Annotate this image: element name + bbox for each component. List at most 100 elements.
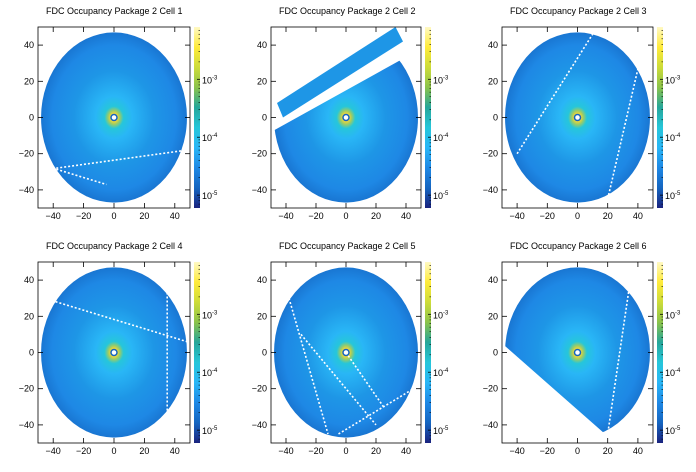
heatmap-area bbox=[505, 32, 650, 203]
y-tick-label: 40 bbox=[24, 40, 34, 50]
y-tick-label: 40 bbox=[257, 275, 267, 285]
inactive-region bbox=[502, 343, 616, 443]
colorbar-tick-label: 10-3 bbox=[433, 75, 449, 85]
heatmap-area bbox=[41, 267, 188, 438]
heatmap-area bbox=[502, 267, 650, 443]
x-tick-label: −40 bbox=[46, 211, 61, 221]
x-tick-label: 0 bbox=[343, 211, 348, 221]
x-tick-label: 0 bbox=[575, 446, 580, 456]
x-tick-label: 20 bbox=[603, 211, 613, 221]
x-tick-label: 0 bbox=[111, 211, 116, 221]
chart-title: FDC Occupancy Package 2 Cell 5 bbox=[279, 241, 416, 251]
y-tick-label: 40 bbox=[257, 40, 267, 50]
heatmap-area bbox=[274, 267, 418, 438]
y-tick-label: 20 bbox=[257, 311, 267, 321]
y-tick-label: 20 bbox=[488, 311, 498, 321]
y-tick-label: 0 bbox=[29, 113, 34, 123]
heatmap-area bbox=[271, 27, 421, 203]
y-tick-label: 40 bbox=[24, 275, 34, 285]
x-tick-label: 0 bbox=[575, 211, 580, 221]
panel-4: −40 −20 0 20 40 −40 −20 0 20 40 FDC Occupancy Pack… bbox=[19, 241, 218, 456]
y-tick-label: 0 bbox=[493, 348, 498, 358]
y-tick-label: 0 bbox=[29, 348, 34, 358]
x-tick-label: 20 bbox=[371, 446, 381, 456]
beam-hole bbox=[342, 348, 350, 357]
y-tick-label: 0 bbox=[262, 113, 267, 123]
x-tick-label: −20 bbox=[540, 211, 555, 221]
colorbar-tick-label: 10-4 bbox=[433, 368, 449, 378]
colorbar-tick-label: 10-3 bbox=[665, 75, 681, 85]
y-tick-label: −40 bbox=[252, 185, 267, 195]
heatmap-area bbox=[40, 32, 188, 203]
panel-5: −40 −20 0 20 40 −40 −20 0 20 40 FDC Occupancy Pack… bbox=[252, 241, 449, 456]
colorbar-tick-label: 10-5 bbox=[202, 426, 218, 436]
y-tick-label: −20 bbox=[19, 384, 34, 394]
colorbar-tick-label: 10-5 bbox=[433, 191, 449, 201]
colorbar-tick-label: 10-3 bbox=[665, 310, 681, 320]
inactive-region bbox=[271, 27, 421, 136]
x-tick-label: 20 bbox=[139, 211, 149, 221]
y-tick-label: 0 bbox=[493, 113, 498, 123]
y-tick-label: 20 bbox=[488, 76, 498, 86]
y-tick-label: −40 bbox=[483, 420, 498, 430]
colorbar-tick-label: 10-5 bbox=[665, 191, 681, 201]
colorbar bbox=[657, 262, 663, 443]
y-tick-label: 20 bbox=[257, 76, 267, 86]
y-tick-label: −40 bbox=[483, 185, 498, 195]
dead-wire-line bbox=[345, 352, 385, 408]
y-tick-label: −20 bbox=[483, 149, 498, 159]
x-tick-label: 40 bbox=[401, 446, 411, 456]
x-tick-label: −20 bbox=[76, 211, 91, 221]
beam-hole bbox=[573, 113, 582, 122]
y-tick-label: −40 bbox=[19, 420, 34, 430]
colorbar-tick-label: 10-4 bbox=[433, 133, 449, 143]
colorbar bbox=[425, 27, 431, 208]
chart-title: FDC Occupancy Package 2 Cell 6 bbox=[510, 241, 647, 251]
x-tick-label: 40 bbox=[401, 211, 411, 221]
beam-hole bbox=[110, 113, 118, 122]
x-tick-label: −20 bbox=[308, 446, 323, 456]
panel-6: −40 −20 0 20 40 −40 −20 0 20 40 FDC Occupancy Pack… bbox=[483, 241, 681, 456]
dead-wire-line bbox=[606, 55, 642, 200]
x-tick-label: −20 bbox=[76, 446, 91, 456]
dead-wire-line bbox=[43, 297, 188, 343]
panel-3: −40 −20 0 20 40 −40 −20 0 20 40 FDC Occupancy Pack… bbox=[483, 6, 681, 221]
occupancy-strip bbox=[277, 27, 403, 118]
x-tick-label: 20 bbox=[603, 446, 613, 456]
colorbar-tick-label: 10-4 bbox=[665, 368, 681, 378]
y-tick-label: −40 bbox=[252, 420, 267, 430]
colorbar-tick-label: 10-5 bbox=[665, 426, 681, 436]
chart-title: FDC Occupancy Package 2 Cell 1 bbox=[46, 6, 183, 16]
colorbar bbox=[194, 27, 200, 208]
x-tick-label: 40 bbox=[170, 446, 180, 456]
x-tick-label: −40 bbox=[278, 211, 293, 221]
beam-hole bbox=[573, 348, 582, 357]
colorbar-tick-label: 10-4 bbox=[202, 368, 218, 378]
colorbar-tick-label: 10-3 bbox=[202, 310, 218, 320]
dead-wire-line bbox=[40, 163, 107, 186]
colorbar-tick-label: 10-3 bbox=[433, 310, 449, 320]
x-tick-label: 0 bbox=[343, 446, 348, 456]
x-tick-label: 0 bbox=[111, 446, 116, 456]
chart-title: FDC Occupancy Package 2 Cell 3 bbox=[510, 6, 647, 16]
y-tick-label: −20 bbox=[252, 384, 267, 394]
colorbar bbox=[194, 262, 200, 443]
x-tick-label: 20 bbox=[139, 446, 149, 456]
y-tick-label: −20 bbox=[483, 384, 498, 394]
dead-wire-line bbox=[56, 149, 188, 169]
colorbar-tick-label: 10-5 bbox=[433, 426, 449, 436]
colorbar-tick-label: 10-5 bbox=[202, 191, 218, 201]
colorbar-tick-label: 10-4 bbox=[665, 133, 681, 143]
y-tick-label: 0 bbox=[262, 348, 267, 358]
panel-2: −40 −20 0 20 40 −40 −20 0 20 40 FDC Occupancy Pack… bbox=[252, 6, 449, 221]
dead-wire-line bbox=[300, 333, 377, 426]
x-tick-label: −40 bbox=[509, 211, 524, 221]
y-tick-label: −20 bbox=[19, 149, 34, 159]
beam-hole bbox=[110, 348, 118, 357]
x-tick-label: −40 bbox=[509, 446, 524, 456]
x-tick-label: 40 bbox=[633, 211, 643, 221]
x-tick-label: −20 bbox=[540, 446, 555, 456]
x-tick-label: 40 bbox=[633, 446, 643, 456]
x-tick-label: −20 bbox=[308, 211, 323, 221]
